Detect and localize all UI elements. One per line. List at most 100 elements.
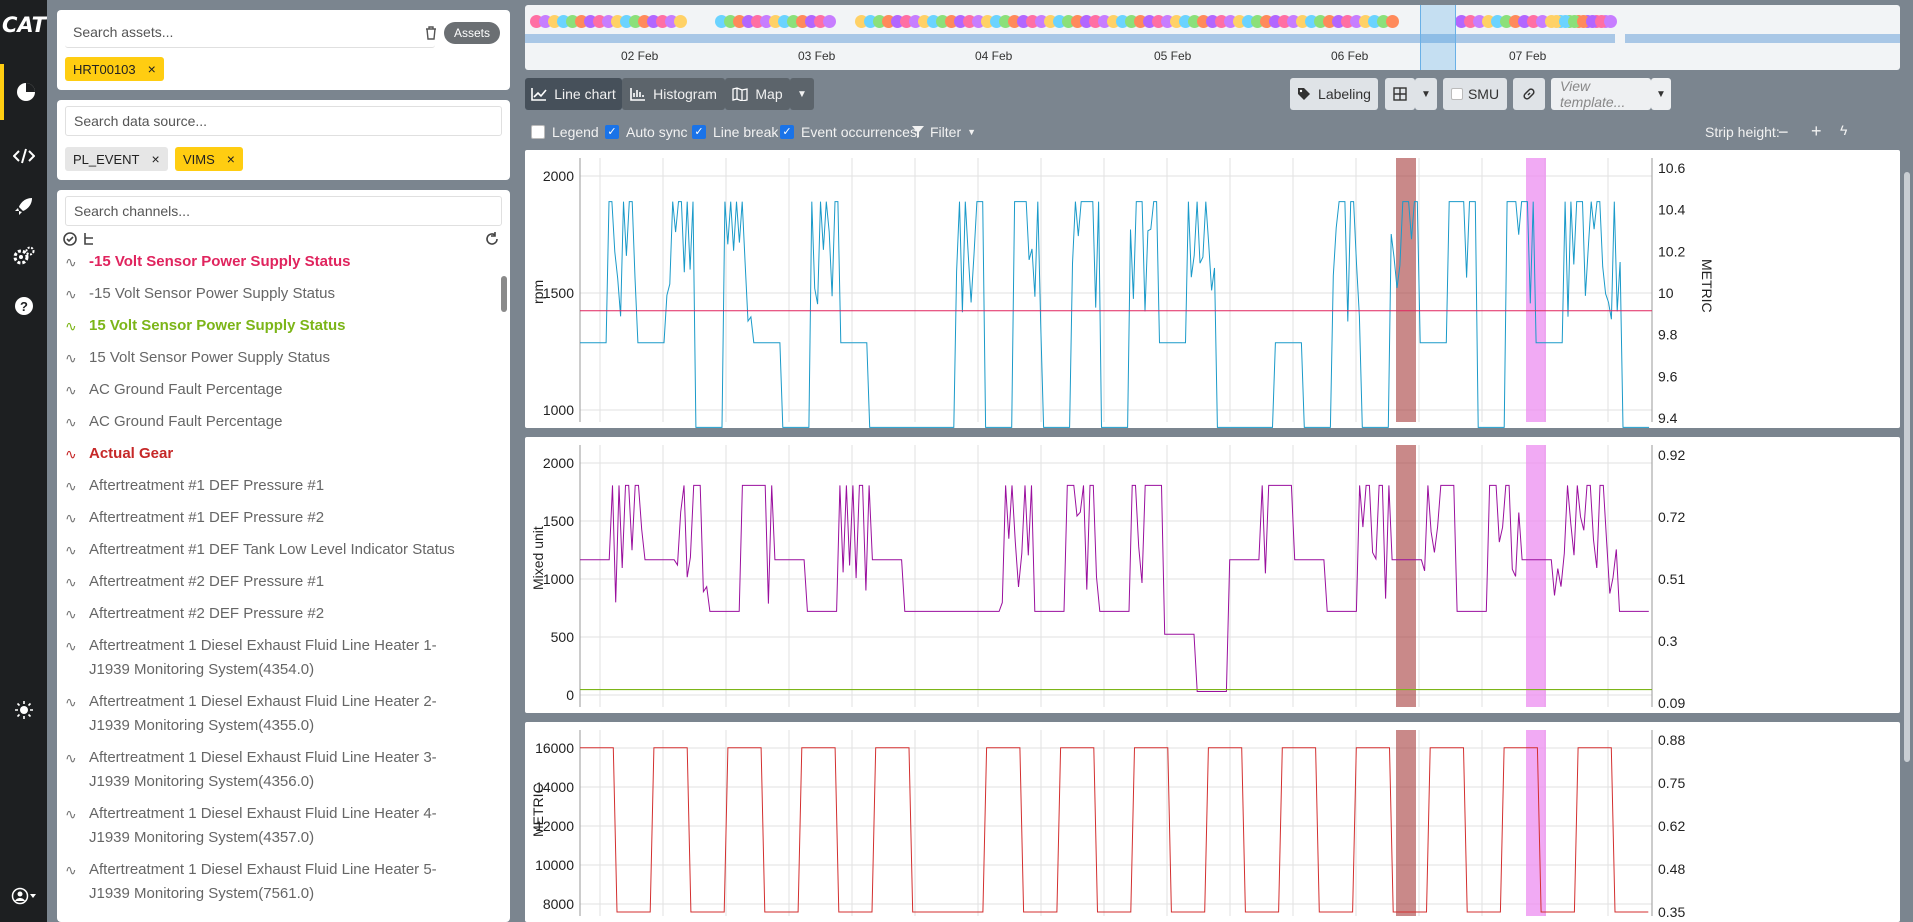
- event-band[interactable]: [1396, 730, 1416, 916]
- y-tick-label: 16000: [535, 740, 574, 756]
- settings-icon[interactable]: [0, 228, 47, 284]
- theme-icon[interactable]: [0, 682, 47, 738]
- line-break-checkbox[interactable]: ✓: [692, 125, 706, 139]
- list-item[interactable]: ∿ Aftertreatment #1 DEF Pressure #1: [57, 474, 500, 498]
- event-marker: [1604, 15, 1617, 28]
- view-template-select[interactable]: View template...: [1551, 78, 1651, 110]
- channel-label: Aftertreatment #1 DEF Tank Low Level Ind…: [89, 541, 455, 558]
- list-item[interactable]: ∿ 15 Volt Sensor Power Supply Status: [57, 346, 500, 370]
- series-line[interactable]: [580, 747, 1649, 913]
- event-band[interactable]: [1526, 158, 1546, 422]
- tab-label: Histogram: [653, 86, 717, 102]
- signal-icon: ∿: [65, 806, 77, 822]
- remove-asset-icon[interactable]: ×: [147, 61, 156, 77]
- grid-icon: [1393, 87, 1407, 101]
- search-channels-input[interactable]: Search channels...: [65, 196, 502, 226]
- tag-icon: [1298, 88, 1311, 100]
- cat-logo[interactable]: CAT: [2, 13, 46, 37]
- channel-label-line2: J1939 Monitoring System(7561.0): [89, 885, 315, 902]
- line-chart-icon: [531, 88, 547, 101]
- signal-icon: ∿: [65, 446, 77, 462]
- channel-label: -15 Volt Sensor Power Supply Status: [89, 285, 335, 302]
- labeling-button[interactable]: Labeling: [1290, 78, 1378, 110]
- datasource-tag-vims: VIMS ×: [175, 147, 243, 171]
- refresh-icon[interactable]: [485, 232, 499, 246]
- list-item[interactable]: ∿ Aftertreatment 1 Diesel Exhaust Fluid L…: [57, 634, 500, 682]
- channel-label-line2: J1939 Monitoring System(4355.0): [89, 717, 315, 734]
- list-item[interactable]: ∿ Aftertreatment #1 DEF Pressure #2: [57, 506, 500, 530]
- smu-toggle[interactable]: SMU: [1443, 78, 1507, 110]
- y-right-tick-label: 10.4: [1658, 202, 1685, 218]
- user-avatar-icon[interactable]: [0, 868, 47, 922]
- series-line[interactable]: [580, 201, 1650, 428]
- list-item[interactable]: ∿ 15 Volt Sensor Power Supply Status: [57, 314, 500, 338]
- grid-layout-dropdown[interactable]: ▼: [1415, 78, 1437, 110]
- y-right-axis-title: METRIC: [1699, 259, 1715, 313]
- channel-label: 15 Volt Sensor Power Supply Status: [89, 317, 346, 334]
- timeline-overview[interactable]: 02 Feb 03 Feb 04 Feb 05 Feb 06 Feb 07 Fe…: [525, 5, 1900, 70]
- y-tick-label: 2000: [543, 455, 574, 471]
- filter-dropdown[interactable]: Filter ▼: [912, 124, 976, 140]
- plus-icon[interactable]: +: [1811, 121, 1822, 141]
- event-band[interactable]: [1526, 730, 1546, 916]
- help-icon[interactable]: ?: [0, 278, 47, 334]
- list-item[interactable]: ∿ AC Ground Fault Percentage: [57, 378, 500, 402]
- view-template-dropdown[interactable]: ▼: [1651, 78, 1671, 110]
- signal-icon: ∿: [65, 414, 77, 430]
- remove-datasource-icon[interactable]: ×: [226, 151, 235, 167]
- chart-options-bar: Legend ✓ Auto sync ✓ Line break ✓ Event …: [525, 118, 1900, 148]
- caret-down-icon: ▼: [797, 88, 807, 100]
- tab-histogram[interactable]: Histogram: [622, 78, 725, 110]
- auto-sync-label: Auto sync: [626, 124, 688, 140]
- dashboard-icon[interactable]: [0, 64, 47, 120]
- list-item[interactable]: ∿ Aftertreatment #1 DEF Tank Low Level In…: [57, 538, 500, 562]
- timeline-selection[interactable]: [1420, 5, 1456, 70]
- list-item[interactable]: ∿ Aftertreatment 1 Diesel Exhaust Fluid L…: [57, 746, 500, 794]
- search-assets-input[interactable]: Search assets...: [65, 18, 435, 48]
- channel-label: Aftertreatment 1 Diesel Exhaust Fluid Li…: [89, 693, 437, 710]
- assets-button[interactable]: Assets: [443, 22, 500, 44]
- remove-datasource-icon[interactable]: ×: [151, 151, 160, 167]
- event-band[interactable]: [1396, 445, 1416, 707]
- code-icon[interactable]: [0, 128, 47, 184]
- tree-icon[interactable]: [83, 232, 95, 246]
- tab-map[interactable]: Map: [725, 78, 790, 110]
- chart-svg-2: 16000 14000 12000 10000 8000 0.88 0.75 0.62 0.48…: [530, 730, 1685, 920]
- select-all-icon[interactable]: [63, 232, 77, 246]
- chart-strip-mixed-unit[interactable]: 2000 1500 1000 500 0 0.92 0.72 0.51 0.3 0.09 Mixed…: [525, 437, 1900, 713]
- list-item[interactable]: ∿ Actual Gear: [57, 442, 500, 466]
- list-item[interactable]: ∿ Aftertreatment #2 DEF Pressure #1: [57, 570, 500, 594]
- list-item[interactable]: ∿ -15 Volt Sensor Power Supply Status: [57, 282, 500, 306]
- y-tick-label: 500: [551, 629, 575, 645]
- datasource-tag-pl-event: PL_EVENT ×: [65, 147, 168, 171]
- list-item[interactable]: ∿ Aftertreatment 1 Diesel Exhaust Fluid L…: [57, 858, 500, 906]
- rocket-icon[interactable]: [0, 178, 47, 234]
- chart-type-dropdown[interactable]: ▼: [790, 78, 814, 110]
- link-button[interactable]: [1513, 78, 1545, 110]
- lightning-icon[interactable]: ϟ: [1840, 122, 1848, 138]
- event-band[interactable]: [1396, 158, 1416, 422]
- grid-layout-button[interactable]: [1385, 78, 1415, 110]
- y-tick-label: 0: [566, 687, 574, 703]
- list-item[interactable]: ∿ Aftertreatment #2 DEF Pressure #2: [57, 602, 500, 626]
- event-occurrences-checkbox[interactable]: ✓: [780, 125, 794, 139]
- trash-icon[interactable]: [425, 26, 437, 40]
- charts-scrollbar[interactable]: [1903, 150, 1911, 922]
- list-item[interactable]: ∿ -15 Volt Sensor Power Supply Status: [57, 250, 500, 274]
- event-band[interactable]: [1526, 445, 1546, 707]
- tab-label: Line chart: [554, 86, 616, 102]
- tab-line-chart[interactable]: Line chart: [525, 78, 622, 110]
- chart-strip-rpm[interactable]: 2000 1500 1000 10.6 10.4 10.2 10 9.8 9.6 9.4 rpm ME…: [525, 150, 1900, 428]
- list-item[interactable]: ∿ Aftertreatment 1 Diesel Exhaust Fluid L…: [57, 690, 500, 738]
- legend-checkbox[interactable]: [531, 125, 545, 139]
- list-item[interactable]: ∿ Aftertreatment 1 Diesel Exhaust Fluid L…: [57, 802, 500, 850]
- channel-scrollbar[interactable]: [500, 250, 508, 922]
- search-datasource-input[interactable]: Search data source...: [65, 106, 502, 136]
- auto-sync-checkbox[interactable]: ✓: [605, 125, 619, 139]
- chart-strip-metric[interactable]: 16000 14000 12000 10000 8000 0.88 0.75 0.62 0.48…: [525, 722, 1900, 922]
- minus-icon[interactable]: −: [1778, 122, 1789, 142]
- signal-icon: ∿: [65, 606, 77, 622]
- series-line[interactable]: [580, 484, 1649, 692]
- list-item[interactable]: ∿ AC Ground Fault Percentage: [57, 410, 500, 434]
- smu-checkbox[interactable]: [1450, 88, 1463, 100]
